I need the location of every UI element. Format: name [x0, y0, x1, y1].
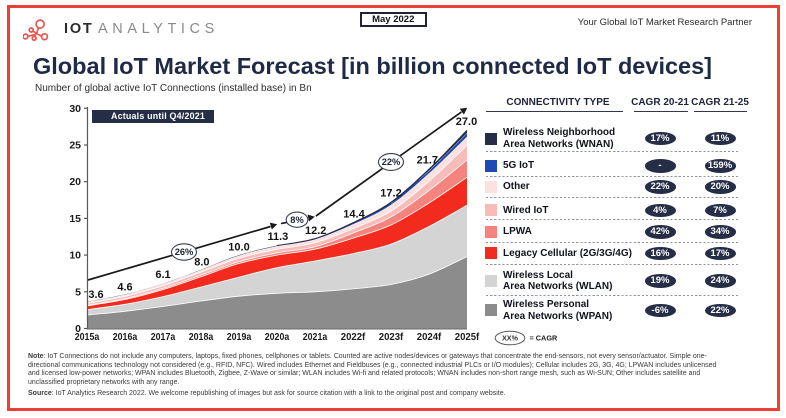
- svg-text:12.2: 12.2: [305, 225, 326, 237]
- svg-text:14.4: 14.4: [343, 209, 365, 221]
- svg-text:2019a: 2019a: [227, 331, 252, 343]
- svg-text:5: 5: [75, 286, 81, 298]
- svg-text:3.6: 3.6: [88, 289, 103, 301]
- svg-text:8%: 8%: [290, 215, 304, 225]
- svg-text:30: 30: [69, 103, 81, 115]
- svg-text:= CAGR: = CAGR: [530, 334, 559, 343]
- svg-text:22%: 22%: [382, 157, 401, 167]
- svg-text:25: 25: [69, 140, 81, 152]
- svg-text:17.2: 17.2: [380, 188, 401, 200]
- svg-text:8.0: 8.0: [194, 257, 209, 269]
- svg-text:2023f: 2023f: [379, 331, 404, 343]
- svg-text:2018a: 2018a: [189, 331, 214, 343]
- svg-text:11.3: 11.3: [267, 231, 288, 243]
- svg-text:10: 10: [69, 250, 81, 262]
- svg-text:6.1: 6.1: [155, 269, 170, 281]
- svg-text:26%: 26%: [175, 247, 194, 257]
- svg-text:27.0: 27.0: [456, 116, 477, 128]
- svg-text:2025f: 2025f: [455, 331, 480, 343]
- svg-text:2024f: 2024f: [417, 331, 442, 343]
- svg-text:2021a: 2021a: [303, 331, 328, 343]
- svg-text:0: 0: [75, 323, 81, 335]
- svg-text:20: 20: [69, 176, 81, 188]
- svg-text:2017a: 2017a: [151, 331, 176, 343]
- svg-text:2016a: 2016a: [113, 331, 138, 343]
- svg-text:2020a: 2020a: [265, 331, 290, 343]
- svg-text:2015a: 2015a: [75, 331, 100, 343]
- svg-text:21.7: 21.7: [417, 155, 438, 167]
- svg-text:10.0: 10.0: [228, 242, 249, 254]
- svg-text:4.6: 4.6: [117, 282, 132, 294]
- svg-text:XX%: XX%: [502, 334, 519, 343]
- svg-text:15: 15: [69, 213, 81, 225]
- svg-text:2022f: 2022f: [341, 331, 366, 343]
